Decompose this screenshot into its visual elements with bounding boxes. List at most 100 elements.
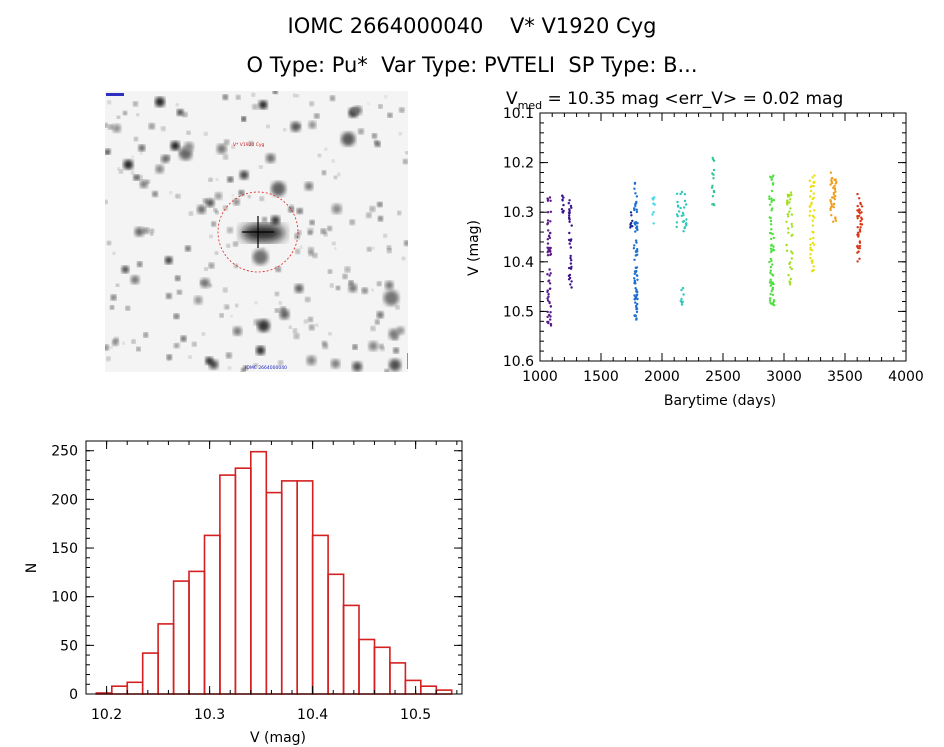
lc-point: [790, 257, 793, 260]
star: [309, 324, 315, 330]
star: [348, 283, 358, 293]
lc-point: [811, 219, 814, 222]
lc-point: [680, 288, 683, 292]
lc-point: [682, 206, 686, 209]
star: [371, 289, 374, 292]
lc-point: [789, 266, 792, 269]
lc-point: [635, 210, 639, 214]
lc-point: [830, 214, 833, 217]
star: [258, 100, 268, 110]
star: [224, 139, 230, 145]
lc-point: [634, 287, 637, 290]
lc-point: [858, 228, 862, 231]
lc-point: [569, 246, 572, 249]
lc-point: [811, 230, 814, 233]
lc-point: [785, 243, 788, 247]
star: [107, 241, 111, 246]
star: [227, 176, 234, 183]
lc-xtick-label: 3500: [827, 369, 863, 385]
star: [110, 305, 115, 310]
lc-point: [768, 297, 772, 300]
lc-point: [832, 206, 835, 209]
lc-point: [549, 250, 552, 253]
star: [105, 123, 108, 128]
star: [378, 104, 383, 109]
star: [283, 128, 286, 131]
lc-point: [548, 282, 552, 285]
lc-point: [788, 210, 791, 213]
lc-point: [831, 176, 834, 180]
lc-point: [634, 221, 637, 225]
lc-point: [769, 257, 772, 261]
star: [173, 313, 179, 319]
star: [122, 342, 125, 345]
lc-point: [681, 211, 685, 215]
lc-point: [833, 184, 836, 187]
lc-point: [791, 233, 794, 237]
lc-point: [770, 197, 773, 200]
hist-bar: [265, 491, 283, 695]
star: [197, 205, 206, 214]
star: [166, 354, 172, 360]
lc-point: [790, 225, 794, 228]
star: [169, 191, 172, 195]
star: [143, 227, 149, 234]
star: [179, 152, 183, 156]
lc-point: [568, 266, 571, 270]
star: [349, 219, 355, 225]
lc-point: [768, 203, 772, 206]
star: [112, 124, 121, 133]
lc-point: [834, 216, 837, 219]
star: [405, 151, 408, 155]
star: [293, 94, 297, 97]
star: [185, 245, 191, 252]
lc-point: [769, 244, 773, 247]
lc-point: [680, 297, 683, 301]
lc-point: [768, 195, 771, 198]
lc-series-s14: [856, 192, 864, 263]
lc-point: [834, 194, 837, 198]
star: [253, 363, 258, 368]
star: [279, 309, 290, 320]
lc-point: [652, 222, 655, 225]
lc-point: [569, 262, 573, 265]
lc-point: [568, 208, 571, 211]
hist-bar: [172, 580, 190, 695]
lc-point: [770, 290, 773, 293]
lc-point: [790, 250, 793, 253]
star: [308, 251, 314, 256]
lc-point: [547, 293, 550, 296]
hist-bar: [234, 467, 252, 695]
lc-point: [810, 184, 813, 188]
star: [105, 148, 111, 155]
lc-point: [546, 211, 550, 214]
star: [222, 94, 228, 100]
hist-bar: [435, 689, 453, 695]
star: [387, 113, 393, 118]
star: [397, 211, 402, 215]
lc-point: [857, 235, 860, 238]
lc-point: [856, 231, 860, 234]
star: [188, 355, 192, 359]
star: [328, 332, 332, 336]
star: [378, 216, 383, 222]
lc-point: [633, 258, 636, 261]
star: [299, 246, 302, 249]
lc-point: [772, 300, 776, 303]
star: [289, 204, 294, 209]
lc-point: [712, 177, 715, 180]
lc-point: [546, 219, 550, 222]
lc-point: [809, 253, 812, 256]
star: [176, 103, 179, 106]
hist-bar: [250, 450, 268, 695]
star: [344, 266, 351, 273]
lc-point: [676, 215, 679, 218]
lc-point: [812, 236, 815, 240]
hist-bar: [373, 646, 391, 695]
lc-point: [633, 298, 636, 301]
star: [295, 249, 300, 254]
lc-point: [635, 241, 638, 244]
lc-point: [808, 210, 812, 213]
star: [259, 196, 264, 201]
lc-point: [856, 251, 859, 254]
